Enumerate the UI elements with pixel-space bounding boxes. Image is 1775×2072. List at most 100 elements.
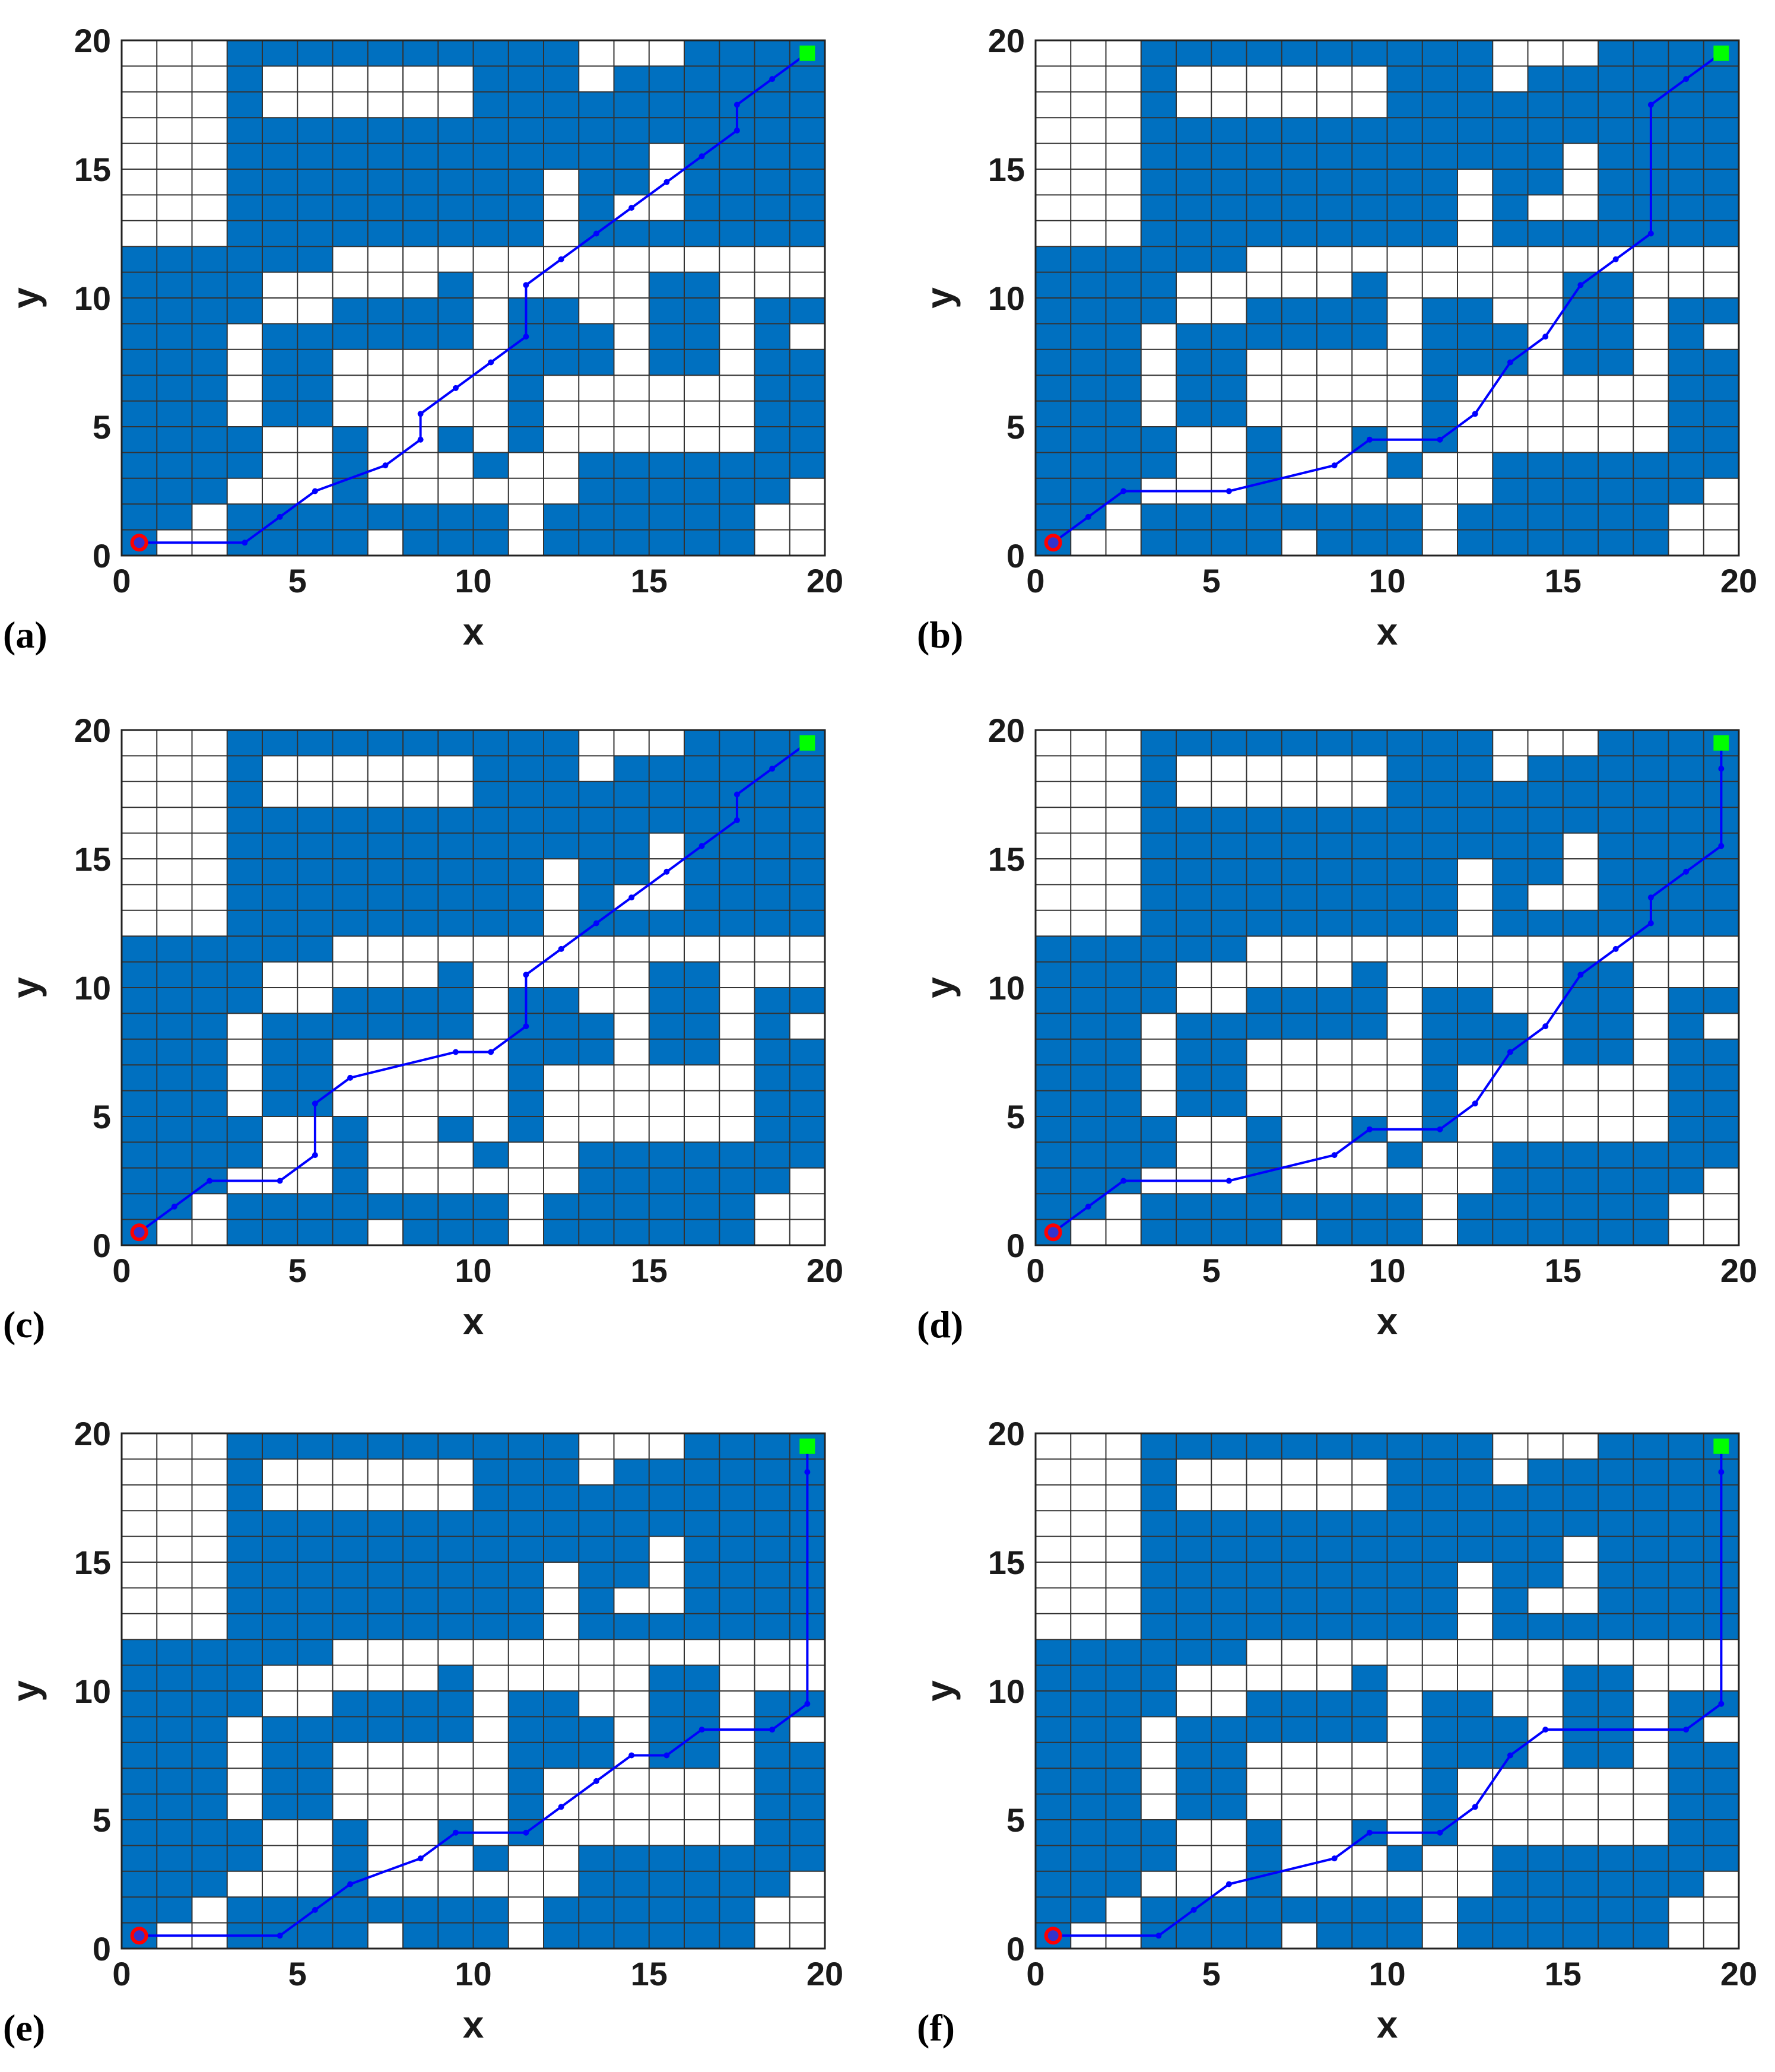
obstacle-cell bbox=[262, 1613, 298, 1640]
obstacle-cell bbox=[754, 988, 790, 1014]
obstacle-cell bbox=[1598, 833, 1634, 859]
obstacle-cell bbox=[544, 781, 579, 808]
obstacle-cell bbox=[789, 781, 825, 808]
obstacle-cell bbox=[1668, 910, 1704, 937]
obstacle-cell bbox=[1598, 1511, 1634, 1537]
obstacle-cell bbox=[122, 1013, 157, 1040]
obstacle-cell bbox=[684, 1613, 720, 1640]
obstacle-cell bbox=[1387, 1897, 1423, 1924]
grid-lines bbox=[1035, 40, 1739, 556]
obstacle-cell bbox=[1458, 1219, 1493, 1246]
obstacle-cell bbox=[157, 1013, 193, 1040]
obstacle-cell bbox=[684, 1536, 720, 1563]
obstacle-cell bbox=[1387, 1511, 1423, 1537]
obstacle-cell bbox=[789, 401, 825, 427]
obstacle-cell bbox=[367, 1194, 404, 1220]
obstacle-cell bbox=[1106, 1691, 1142, 1717]
obstacle-cell bbox=[1281, 1588, 1317, 1614]
grid-lines bbox=[121, 1433, 825, 1949]
obstacle-cell bbox=[473, 1562, 509, 1588]
obstacle-cell bbox=[1176, 529, 1212, 556]
obstacle-cell bbox=[1633, 1897, 1669, 1924]
obstacle-cell bbox=[1317, 1716, 1352, 1743]
obstacle-cell bbox=[1317, 195, 1352, 221]
path-point bbox=[277, 1933, 283, 1939]
y-tick-label: 0 bbox=[1006, 1930, 1025, 1968]
obstacle-cell bbox=[1563, 91, 1599, 118]
obstacle-cell bbox=[1668, 1484, 1704, 1511]
obstacle-cell bbox=[1493, 1613, 1529, 1640]
obstacle-cell bbox=[754, 1511, 790, 1537]
obstacle-cell bbox=[1211, 40, 1247, 66]
path-point bbox=[593, 1778, 599, 1784]
path-point bbox=[734, 817, 740, 823]
obstacle-cell bbox=[1493, 118, 1529, 144]
obstacle-cell bbox=[122, 349, 157, 376]
obstacle-cell bbox=[367, 1613, 404, 1640]
obstacle-cell bbox=[1281, 195, 1317, 221]
obstacle-cell bbox=[1036, 1768, 1071, 1795]
obstacle-cell bbox=[1036, 1716, 1071, 1743]
obstacle-cell bbox=[544, 298, 579, 324]
obstacle-cell bbox=[1458, 1039, 1493, 1065]
obstacle-cell bbox=[1598, 1613, 1634, 1640]
obstacle-cell bbox=[1071, 936, 1107, 963]
obstacle-cell bbox=[1317, 859, 1352, 885]
obstacle-cell bbox=[684, 988, 720, 1014]
x-tick-label: 20 bbox=[1720, 1252, 1757, 1289]
obstacle-cell bbox=[1246, 220, 1282, 247]
obstacle-cell bbox=[1493, 1845, 1529, 1872]
obstacle-cell bbox=[1036, 1065, 1071, 1091]
obstacle-cell bbox=[579, 1142, 615, 1169]
obstacle-cell bbox=[1703, 859, 1739, 885]
obstacle-cell bbox=[1352, 1716, 1388, 1743]
obstacle-cell bbox=[192, 246, 228, 273]
obstacle-cell bbox=[1598, 220, 1634, 247]
obstacle-cell bbox=[1703, 1065, 1739, 1091]
obstacle-cell bbox=[1281, 988, 1317, 1014]
obstacle-cell bbox=[122, 936, 157, 963]
obstacle-cell bbox=[684, 1194, 720, 1220]
obstacle-cell bbox=[157, 1897, 193, 1924]
obstacle-cell bbox=[1598, 169, 1634, 195]
obstacle-cell bbox=[789, 349, 825, 376]
path-point bbox=[1507, 1752, 1513, 1759]
obstacle-cell bbox=[579, 478, 615, 504]
obstacle-cell bbox=[332, 1922, 369, 1949]
obstacle-cell bbox=[1458, 66, 1493, 93]
obstacle-cell bbox=[1563, 781, 1599, 808]
obstacle-cell bbox=[614, 1511, 650, 1537]
obstacle-cell bbox=[1387, 833, 1423, 859]
obstacle-cell bbox=[297, 40, 334, 66]
obstacle-cell bbox=[1387, 1922, 1423, 1949]
obstacle-cell bbox=[719, 910, 755, 937]
obstacle-cell bbox=[1528, 118, 1564, 144]
obstacle-cell bbox=[1246, 1142, 1282, 1169]
obstacle-cell bbox=[1598, 529, 1634, 556]
obstacle-cell bbox=[1352, 1562, 1388, 1588]
obstacle-cell bbox=[157, 1116, 193, 1143]
obstacle-cell bbox=[1211, 195, 1247, 221]
obstacle-cell bbox=[1528, 1194, 1564, 1220]
path-point bbox=[1331, 462, 1338, 469]
obstacle-cell bbox=[297, 1039, 334, 1065]
obstacle-cell bbox=[789, 169, 825, 195]
obstacle-cell bbox=[227, 730, 263, 756]
obstacle-cell bbox=[227, 1562, 263, 1588]
obstacle-cell bbox=[1281, 143, 1317, 170]
obstacle-cell bbox=[1563, 1194, 1599, 1220]
obstacle-cell bbox=[1387, 1194, 1423, 1220]
obstacle-cell bbox=[544, 1897, 579, 1924]
obstacle-cell bbox=[1352, 910, 1388, 937]
y-tick-label: 10 bbox=[988, 969, 1025, 1007]
path-point bbox=[277, 513, 283, 520]
obstacle-cell bbox=[579, 833, 615, 859]
obstacle-cell bbox=[1668, 884, 1704, 911]
x-tick-label: 15 bbox=[631, 1252, 668, 1289]
obstacle-cell bbox=[1422, 807, 1458, 834]
obstacle-cell bbox=[157, 504, 193, 531]
obstacle-cell bbox=[1071, 1167, 1107, 1194]
obstacle-cell bbox=[473, 91, 509, 118]
obstacle-cell bbox=[508, 807, 544, 834]
x-tick-label: 0 bbox=[112, 562, 131, 599]
